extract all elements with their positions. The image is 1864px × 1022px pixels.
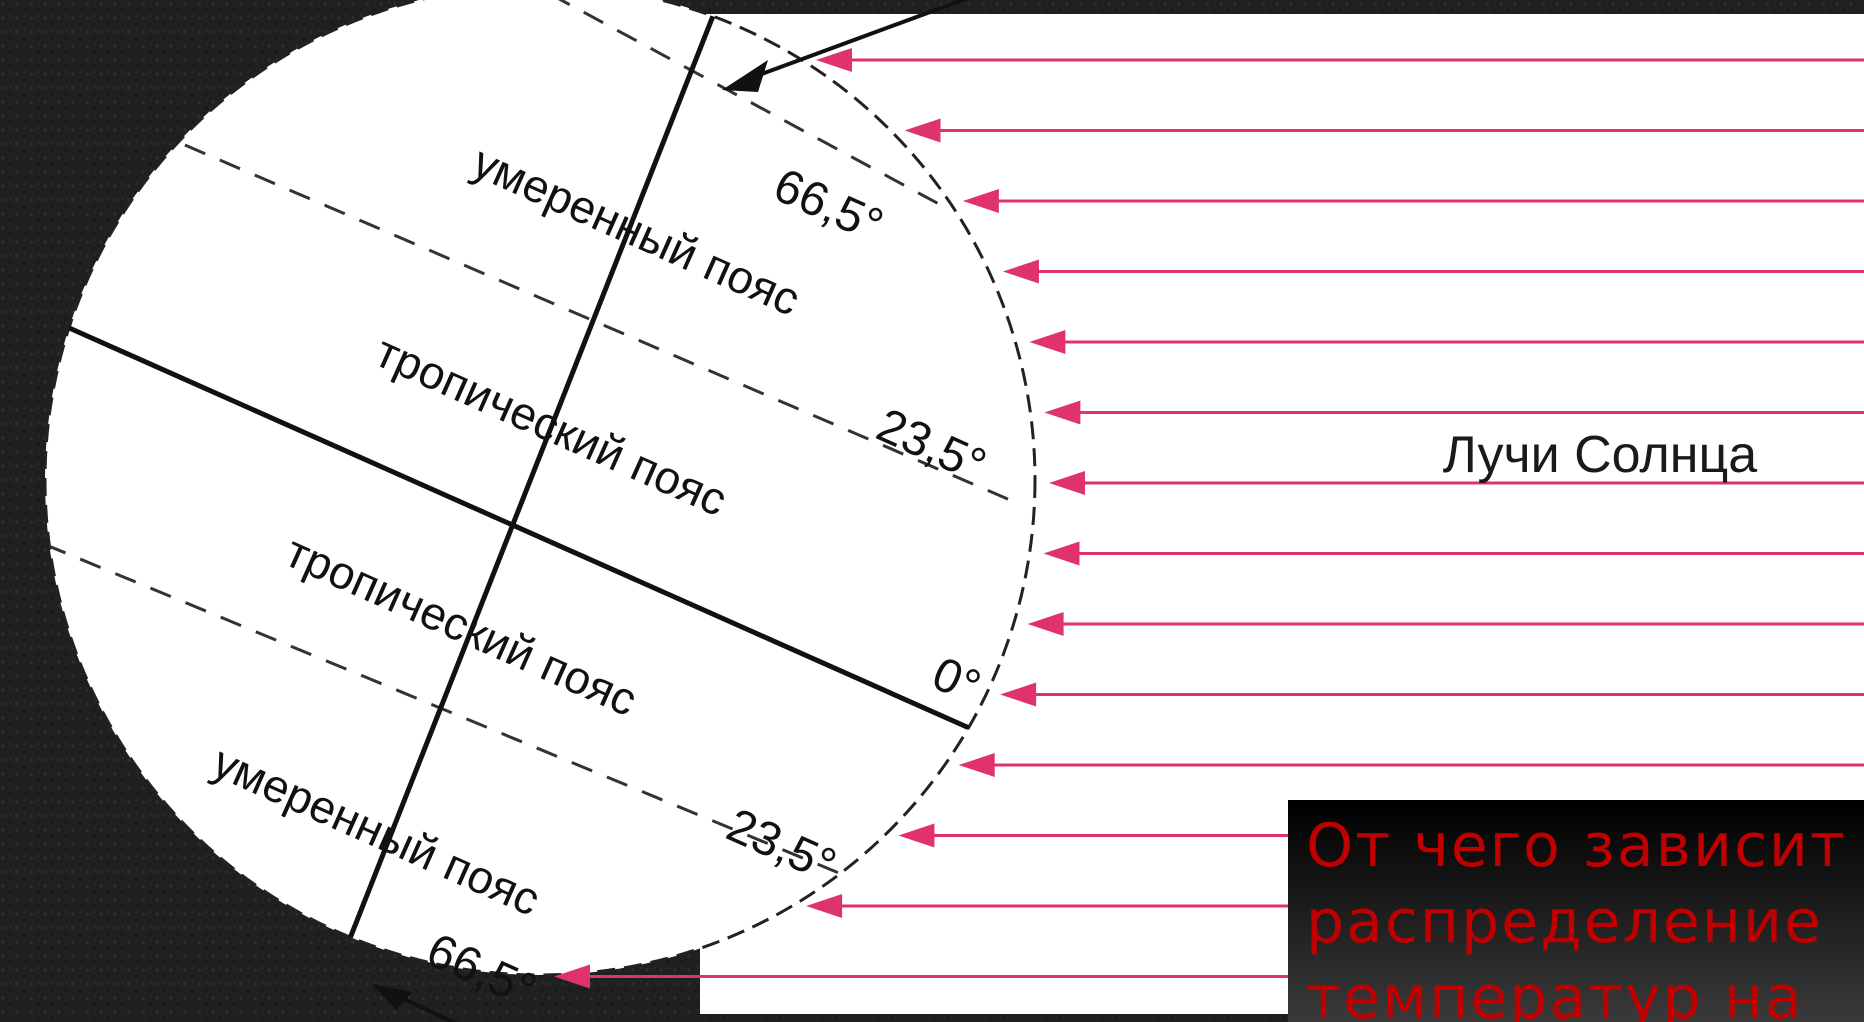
sun-ray-arrowhead — [554, 964, 590, 989]
sun-ray-arrowhead — [1002, 259, 1039, 284]
latitude-line-n66 — [449, 0, 951, 212]
sun-ray-arrowhead — [1043, 541, 1080, 566]
sun-ray-arrowhead — [1000, 682, 1037, 707]
sun-ray-arrowhead — [1029, 330, 1066, 354]
pointer-arrowhead-bottom — [372, 984, 412, 1010]
sun-ray-arrowhead — [898, 823, 935, 848]
latitude-line-s23 — [45, 528, 881, 892]
sun-ray-arrowhead — [958, 753, 995, 777]
globe-outline — [43, 0, 1037, 977]
globe — [45, 0, 1035, 975]
earth-axis — [307, 0, 738, 975]
sun-ray-arrowhead — [904, 118, 941, 143]
sun-ray-arrowhead — [1048, 471, 1085, 495]
pointer-arrowhead-top — [722, 60, 768, 92]
sun-ray-arrowhead — [815, 48, 852, 72]
sun-ray-arrowhead — [806, 894, 843, 918]
pointer-arrow-top — [739, 0, 969, 84]
question-box: От чего зависит распределение температур… — [1288, 800, 1864, 1022]
sun-ray-arrowhead — [1044, 400, 1081, 425]
sun-ray-arrowhead — [962, 189, 999, 213]
sun-ray-arrowhead — [1027, 612, 1064, 636]
latitude-line-n23 — [149, 128, 1011, 502]
rays-label: Лучи Солнца — [1443, 426, 1757, 484]
question-text: От чего зависит распределение температур… — [1306, 811, 1847, 1022]
